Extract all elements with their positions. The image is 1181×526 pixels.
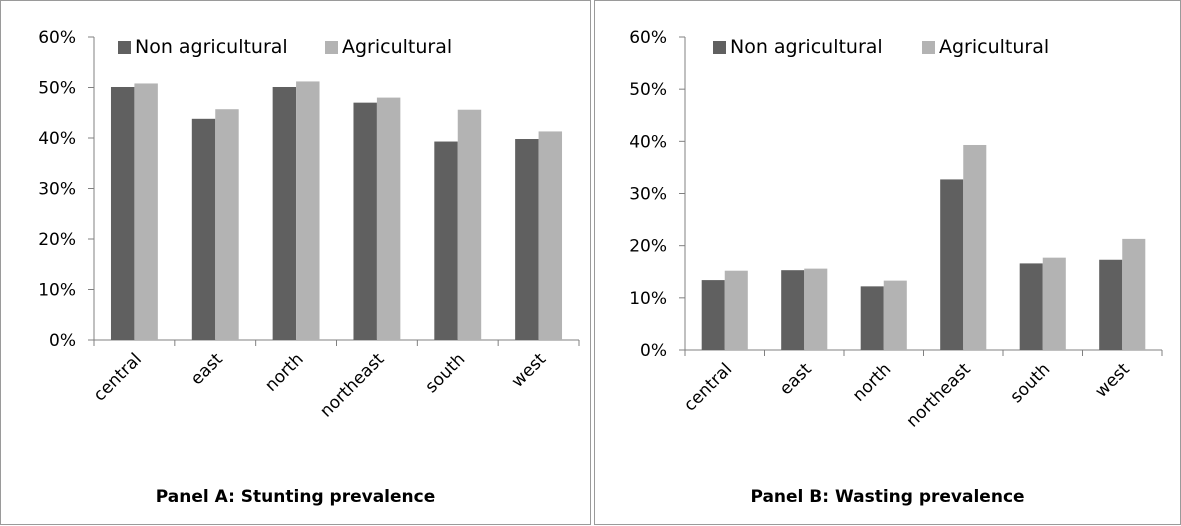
panel-b-y-tick-label: 20% <box>629 237 667 257</box>
panel-a-category-label: south <box>422 349 470 397</box>
panel-b-caption: Panel B: Wasting prevalence <box>750 487 1025 507</box>
panel-b-y-tick-label: 50% <box>629 80 667 100</box>
panel-a-legend-label-agricultural: Agricultural <box>342 36 452 58</box>
panel-b-bar-non-agricultural-north <box>860 286 884 350</box>
panel-b-y-tick-label: 40% <box>629 132 667 152</box>
panel-a-legend-label-non-agricultural: Non agricultural <box>135 36 288 58</box>
panel-a-bar-agricultural-central <box>134 83 158 341</box>
panel-b-category-label: northeast <box>903 359 975 431</box>
panel-a-category-label: west <box>508 349 551 392</box>
panel-b-bar-agricultural-north <box>883 280 907 350</box>
panel-b-y-tick-label: 30% <box>629 185 667 205</box>
panel-b-bar-agricultural-east <box>804 268 828 350</box>
panel-b-bar-non-agricultural-west <box>1099 259 1123 350</box>
panel-b-legend-label-agricultural: Agricultural <box>939 36 1049 58</box>
panel-b-category-label: west <box>1091 359 1134 402</box>
panel-a-y-tick-label: 30% <box>38 180 76 200</box>
panel-a-bar-agricultural-south <box>457 109 482 340</box>
panel-a-bar-agricultural-northeast <box>376 97 401 340</box>
panel-b-bar-non-agricultural-south <box>1019 263 1043 350</box>
panel-a-bar-non-agricultural-northeast <box>353 102 377 341</box>
panel-a-category-label: north <box>261 349 307 395</box>
panel-a-legend-swatch-agricultural <box>325 41 338 54</box>
panel-b-bar-agricultural-northeast <box>963 144 987 350</box>
panel-b-bar-agricultural-south <box>1042 257 1066 350</box>
panel-a-bar-non-agricultural-east <box>191 118 216 340</box>
panel-b-legend-label-non-agricultural: Non agricultural <box>730 36 883 58</box>
panel-b-bar-non-agricultural-central <box>701 280 725 350</box>
panel-b-category-label: south <box>1007 359 1055 407</box>
panel-a-caption: Panel A: Stunting prevalence <box>155 487 436 507</box>
panel-a-y-tick-label: 60% <box>38 28 76 48</box>
stunting-chart: 0% 10% 20% 30% 40% 50% 60% central east north nort… <box>38 28 580 422</box>
panel-a-bar-agricultural-north <box>296 81 320 340</box>
panel-a-y-tick-label: 40% <box>38 129 76 149</box>
panel-a-y-tick-label: 0% <box>49 331 76 351</box>
panel-a-y-tick-label: 50% <box>38 79 76 99</box>
panel-b-y-tick-label: 0% <box>640 341 667 361</box>
panel-a-legend-swatch-non-agricultural <box>118 41 131 54</box>
panel-b-category-label: central <box>680 359 736 415</box>
panel-b-category-label: north <box>849 359 895 405</box>
panel-b-wasting: 0% 10% 20% 30% 40% 50% 60% central east north nort… <box>594 0 1181 525</box>
panel-a-y-tick-label: 10% <box>38 281 76 301</box>
panel-b-legend-swatch-agricultural <box>922 41 935 54</box>
panel-b-bar-agricultural-central <box>724 270 748 350</box>
panel-b-category-label: east <box>776 359 816 399</box>
panel-b-bar-non-agricultural-east <box>781 270 805 350</box>
panel-b-bar-non-agricultural-northeast <box>940 179 964 350</box>
panel-a-bar-agricultural-west <box>538 131 563 340</box>
panel-a-bar-non-agricultural-central <box>110 86 135 341</box>
panel-a-category-label: northeast <box>316 349 388 421</box>
panel-a-category-label: east <box>187 349 227 389</box>
panel-a-stunting: 0% 10% 20% 30% 40% 50% 60% central east north nort… <box>0 0 591 525</box>
panel-b-y-tick-label: 60% <box>629 28 667 48</box>
panel-a-bar-non-agricultural-west <box>515 139 539 340</box>
panel-a-bar-non-agricultural-north <box>272 86 297 341</box>
panel-a-bar-agricultural-east <box>215 109 239 340</box>
panel-a-y-tick-label: 20% <box>38 230 76 250</box>
panel-b-y-tick-label: 10% <box>629 289 667 309</box>
panel-b-legend-swatch-non-agricultural <box>713 41 726 54</box>
wasting-chart: 0% 10% 20% 30% 40% 50% 60% central east north nort… <box>629 28 1163 432</box>
panel-a-bar-non-agricultural-south <box>434 141 458 340</box>
panel-b-bar-agricultural-west <box>1122 238 1146 350</box>
panel-a-category-label: central <box>90 349 146 405</box>
